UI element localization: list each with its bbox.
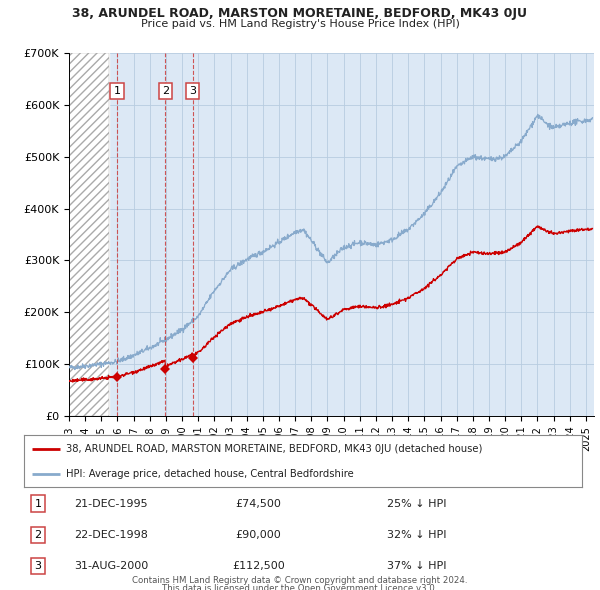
Text: 2: 2: [34, 530, 41, 540]
Text: £74,500: £74,500: [235, 499, 281, 509]
Text: £112,500: £112,500: [232, 561, 285, 571]
Text: Contains HM Land Registry data © Crown copyright and database right 2024.: Contains HM Land Registry data © Crown c…: [132, 576, 468, 585]
Bar: [69, 53, 109, 416]
Text: 3: 3: [189, 86, 196, 96]
Text: This data is licensed under the Open Government Licence v3.0.: This data is licensed under the Open Gov…: [163, 584, 437, 590]
Text: 21-DEC-1995: 21-DEC-1995: [74, 499, 148, 509]
Bar: [69, 53, 109, 416]
Text: HPI: Average price, detached house, Central Bedfordshire: HPI: Average price, detached house, Cent…: [66, 469, 353, 478]
Text: 3: 3: [34, 561, 41, 571]
Text: 37% ↓ HPI: 37% ↓ HPI: [387, 561, 446, 571]
Text: 2: 2: [162, 86, 169, 96]
Text: 38, ARUNDEL ROAD, MARSTON MORETAINE, BEDFORD, MK43 0JU (detached house): 38, ARUNDEL ROAD, MARSTON MORETAINE, BED…: [66, 444, 482, 454]
Text: 22-DEC-1998: 22-DEC-1998: [74, 530, 148, 540]
Text: Price paid vs. HM Land Registry's House Price Index (HPI): Price paid vs. HM Land Registry's House …: [140, 19, 460, 29]
Text: 1: 1: [113, 86, 121, 96]
Text: 1: 1: [34, 499, 41, 509]
Text: 25% ↓ HPI: 25% ↓ HPI: [387, 499, 446, 509]
Text: 31-AUG-2000: 31-AUG-2000: [74, 561, 148, 571]
Text: 38, ARUNDEL ROAD, MARSTON MORETAINE, BEDFORD, MK43 0JU: 38, ARUNDEL ROAD, MARSTON MORETAINE, BED…: [73, 7, 527, 20]
Text: 32% ↓ HPI: 32% ↓ HPI: [387, 530, 446, 540]
Text: £90,000: £90,000: [235, 530, 281, 540]
